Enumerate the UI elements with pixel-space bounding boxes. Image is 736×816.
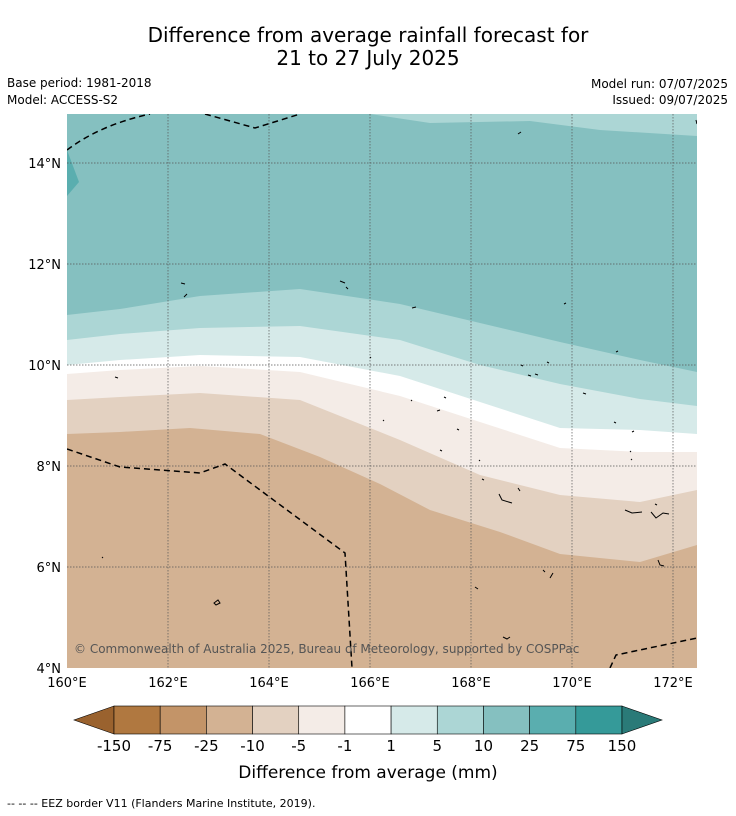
colorbar-tick-label: -5	[291, 737, 306, 755]
lon-tick-label: 166°E	[350, 676, 390, 691]
lat-tick-label: 6°N	[37, 561, 62, 576]
lat-tick-label: 10°N	[28, 359, 61, 374]
colorbar-segment	[575, 705, 623, 735]
map-title-line-1: Difference from average rainfall forecas…	[147, 23, 589, 47]
colorbar-tick-label: -10	[240, 737, 265, 755]
colorbar-tick-label: -1	[337, 737, 352, 755]
map-figure: © Commonwealth of Australia 2025, Bureau…	[28, 114, 697, 783]
lat-tick-label: 14°N	[28, 157, 61, 172]
lat-tick-label: 8°N	[37, 460, 62, 475]
longitude-ticks: 160°E 162°E 164°E 166°E 168°E 170°E 172°E	[47, 676, 693, 691]
issued-text: Issued: 09/07/2025	[612, 93, 728, 107]
band-10-to-25	[67, 114, 697, 372]
colorbar-segment	[298, 705, 346, 735]
colorbar-segment	[113, 705, 161, 735]
colorbar-segment	[483, 705, 530, 735]
colorbar: -150 -75 -25 -10 -5 -1 1 5 10 25 75 150 Difference f…	[73, 705, 663, 783]
eez-borders	[67, 114, 697, 668]
lon-tick-label: 164°E	[249, 676, 289, 691]
lat-tick-label: 4°N	[37, 662, 62, 677]
colorbar-title: Difference from average (mm)	[238, 763, 497, 783]
rainfall-difference-field: © Commonwealth of Australia 2025, Bureau…	[67, 114, 697, 668]
base-period-text: Base period: 1981-2018	[7, 76, 152, 90]
colorbar-tick-label: 10	[474, 737, 493, 755]
lon-tick-label: 172°E	[653, 676, 693, 691]
colorbar-segment	[206, 705, 253, 735]
band-minus25-to-minus10	[67, 428, 697, 668]
colorbar-tick-label: 150	[608, 737, 637, 755]
colorbar-tick-label: 75	[566, 737, 585, 755]
colorbar-tick-label: -25	[194, 737, 219, 755]
colorbar-tick-label: 25	[520, 737, 539, 755]
colorbar-segment	[529, 705, 577, 735]
band-25-to-75	[67, 150, 79, 196]
lon-tick-label: 168°E	[451, 676, 491, 691]
colorbar-segment	[436, 705, 484, 735]
island-outlines	[101, 119, 697, 640]
lon-tick-label: 160°E	[47, 676, 87, 691]
colorbar-tick-label: -75	[148, 737, 173, 755]
lon-tick-label: 170°E	[552, 676, 592, 691]
colorbar-segment	[159, 705, 207, 735]
colorbar-tick-label: 5	[432, 737, 442, 755]
colorbar-tick-label: -150	[97, 737, 131, 755]
colorbar-tick-label: 1	[386, 737, 396, 755]
model-run-text: Model run: 07/07/2025	[590, 77, 728, 91]
eez-footnote: -- -- -- EEZ border V11 (Flanders Marine…	[7, 797, 316, 810]
copyright-text: © Commonwealth of Australia 2025, Bureau…	[74, 642, 579, 656]
lon-tick-label: 162°E	[148, 676, 188, 691]
colorbar-segment	[344, 705, 392, 735]
lat-tick-label: 12°N	[28, 258, 61, 273]
model-text: Model: ACCESS-S2	[7, 93, 119, 107]
colorbar-low-extend	[73, 705, 115, 735]
colorbar-segment	[252, 705, 300, 735]
colorbar-segment	[390, 705, 438, 735]
map-gridlines	[67, 114, 697, 668]
colorbar-high-extend	[621, 705, 663, 735]
map-title-line-2: 21 to 27 July 2025	[276, 46, 460, 70]
latitude-ticks: 4°N 6°N 8°N 10°N 12°N 14°N	[28, 157, 61, 677]
